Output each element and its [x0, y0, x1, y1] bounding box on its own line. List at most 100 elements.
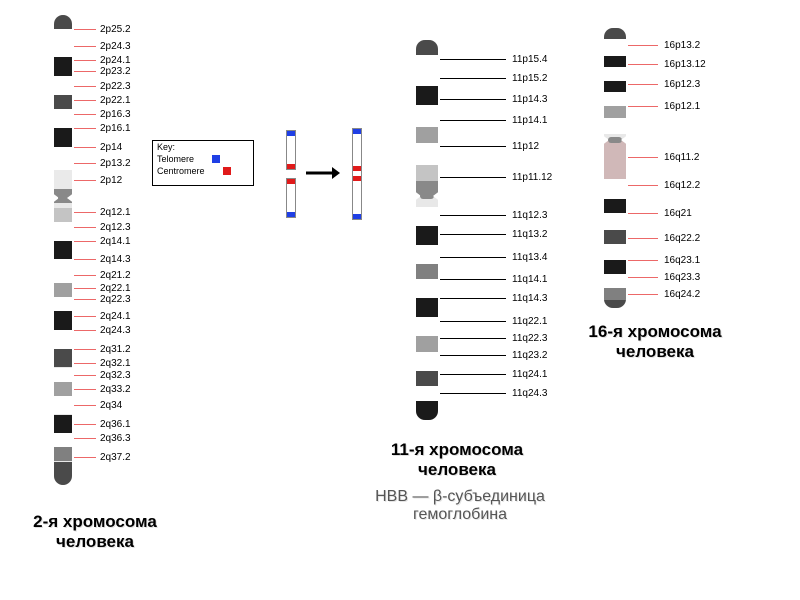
label-leader — [440, 215, 506, 216]
band-label: 2q21.2 — [100, 270, 131, 281]
band-label: 2q12.1 — [100, 207, 131, 218]
label-leader — [74, 438, 96, 439]
band-label: 2q24.1 — [100, 311, 131, 322]
label-leader — [628, 185, 658, 186]
chromosome-caption-chr11: 11-я хромосомачеловека — [362, 440, 552, 480]
label-leader — [74, 29, 96, 30]
mini-chromosome — [352, 128, 362, 220]
label-leader — [74, 275, 96, 276]
label-leader — [74, 299, 96, 300]
label-leader — [74, 241, 96, 242]
label-leader — [74, 316, 96, 317]
label-leader — [74, 147, 96, 148]
band-label: 2q14.1 — [100, 236, 131, 247]
label-leader — [74, 457, 96, 458]
label-leader — [74, 100, 96, 101]
band-label: 11q12.3 — [512, 210, 547, 221]
label-leader — [440, 78, 506, 79]
key-swatch — [223, 167, 231, 175]
band-label: 2p23.2 — [100, 66, 131, 77]
band-label: 2p22.1 — [100, 95, 131, 106]
label-leader — [440, 120, 506, 121]
label-leader — [74, 375, 96, 376]
band-label: 2q22.3 — [100, 294, 131, 305]
band-label: 11q22.1 — [512, 316, 547, 327]
chromosome-chr11: 11p15.411p15.211p14.311p14.111p1211p11.1… — [416, 40, 438, 420]
band-label: 11p11.12 — [512, 172, 552, 183]
band-label: 2q33.2 — [100, 384, 131, 395]
band-label: 2p16.3 — [100, 109, 131, 120]
band-label: 2q32.1 — [100, 358, 131, 369]
key-row-label: Centromere — [157, 166, 205, 176]
centromere — [413, 190, 441, 202]
band-label: 16p12.3 — [664, 79, 700, 90]
label-leader — [440, 338, 506, 339]
band-label: 11q24.1 — [512, 369, 547, 380]
label-leader — [440, 355, 506, 356]
label-leader — [74, 227, 96, 228]
key-title: Key: — [157, 142, 175, 152]
band-label: 16q22.2 — [664, 233, 700, 244]
label-leader — [74, 71, 96, 72]
label-leader — [440, 177, 506, 178]
label-leader — [440, 279, 506, 280]
band-label: 11q24.3 — [512, 388, 547, 399]
band-label: 16q12.2 — [664, 180, 700, 191]
label-leader — [74, 46, 96, 47]
label-leader — [440, 321, 506, 322]
band-label: 2p24.3 — [100, 41, 131, 52]
band-label: 2p16.1 — [100, 123, 131, 134]
band-label: 2q22.1 — [100, 283, 131, 294]
label-leader — [628, 294, 658, 295]
label-leader — [440, 298, 506, 299]
band-label: 16q24.2 — [664, 289, 700, 300]
band-label: 11p15.4 — [512, 54, 547, 65]
band-label: 11q13.2 — [512, 229, 547, 240]
label-leader — [628, 238, 658, 239]
label-leader — [74, 349, 96, 350]
band-label: 2p25.2 — [100, 24, 131, 35]
label-leader — [74, 128, 96, 129]
label-leader — [74, 259, 96, 260]
key-box: Key:TelomereCentromere — [152, 140, 254, 186]
label-leader — [440, 374, 506, 375]
band-label: 11p14.1 — [512, 115, 547, 126]
band-label: 11p12 — [512, 141, 539, 152]
label-leader — [440, 59, 506, 60]
band-label: 11p15.2 — [512, 73, 547, 84]
band-label: 2q12.3 — [100, 222, 131, 233]
band-label: 16p13.12 — [664, 59, 706, 70]
band-label: 11q14.3 — [512, 293, 547, 304]
band-label: 11q13.4 — [512, 252, 547, 263]
band-label: 16q21 — [664, 208, 692, 219]
band-label: 2q36.1 — [100, 419, 131, 430]
label-leader — [440, 234, 506, 235]
band-label: 2p12 — [100, 175, 122, 186]
label-leader — [440, 146, 506, 147]
band-label: 16q11.2 — [664, 152, 699, 163]
band-label: 2q36.3 — [100, 433, 131, 444]
label-leader — [628, 260, 658, 261]
label-leader — [74, 288, 96, 289]
chromosome-caption-chr2: 2-я хромосомачеловека — [0, 512, 190, 552]
label-leader — [74, 86, 96, 87]
band-label: 2q31.2 — [100, 344, 131, 355]
band-label: 2p24.1 — [100, 55, 131, 66]
band-label: 16p13.2 — [664, 40, 700, 51]
band-label: 16q23.3 — [664, 272, 700, 283]
centromere — [601, 134, 629, 146]
band-label: 2p22.3 — [100, 81, 131, 92]
key-swatch — [212, 155, 220, 163]
band-label: 16q23.1 — [664, 255, 700, 266]
centromere — [51, 192, 75, 204]
band-label: 16p12.1 — [664, 101, 700, 112]
label-leader — [74, 363, 96, 364]
band-label: 2q34 — [100, 400, 122, 411]
label-leader — [628, 84, 658, 85]
mini-chromosome — [286, 178, 296, 218]
label-leader — [74, 60, 96, 61]
label-leader — [74, 180, 96, 181]
label-leader — [74, 405, 96, 406]
band-label: 2p14 — [100, 142, 122, 153]
label-leader — [440, 257, 506, 258]
